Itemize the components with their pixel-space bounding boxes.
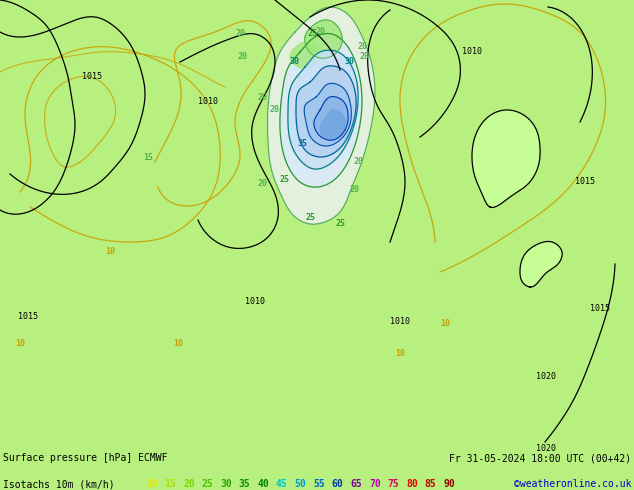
Text: 1015: 1015: [590, 304, 610, 313]
Text: 20: 20: [257, 179, 267, 189]
Text: Surface pressure [hPa] ECMWF: Surface pressure [hPa] ECMWF: [3, 453, 167, 463]
Text: 55: 55: [313, 479, 325, 489]
Text: 20: 20: [360, 52, 370, 62]
Text: Isotachs 10m (km/h): Isotachs 10m (km/h): [3, 479, 115, 489]
Polygon shape: [288, 50, 358, 169]
Polygon shape: [320, 110, 346, 139]
Polygon shape: [314, 97, 348, 140]
Text: 75: 75: [387, 479, 399, 489]
Text: 20: 20: [353, 157, 363, 167]
Text: 10: 10: [15, 340, 25, 348]
Text: 20: 20: [270, 105, 280, 115]
Text: 25: 25: [305, 213, 315, 221]
Text: 20: 20: [357, 43, 367, 51]
Text: 20: 20: [183, 479, 195, 489]
Text: 25: 25: [202, 479, 214, 489]
Text: 30: 30: [290, 57, 300, 67]
Text: ©weatheronline.co.uk: ©weatheronline.co.uk: [514, 479, 631, 489]
Text: 10: 10: [395, 349, 405, 359]
Text: 1015: 1015: [18, 312, 38, 321]
Text: 85: 85: [425, 479, 436, 489]
Text: 65: 65: [351, 479, 362, 489]
Text: 1010: 1010: [462, 47, 482, 56]
Text: 1020: 1020: [536, 372, 556, 381]
Polygon shape: [520, 242, 562, 287]
Text: 1010: 1010: [198, 97, 218, 106]
Text: 35: 35: [298, 140, 308, 148]
Text: 1020: 1020: [536, 444, 556, 453]
Text: 90: 90: [443, 479, 455, 489]
Polygon shape: [290, 42, 318, 68]
Text: 50: 50: [295, 479, 306, 489]
Text: 10: 10: [146, 479, 158, 489]
Polygon shape: [304, 83, 351, 146]
Text: 20: 20: [237, 52, 247, 62]
Text: 20: 20: [350, 186, 360, 195]
Text: 25: 25: [335, 220, 345, 228]
Text: 70: 70: [369, 479, 380, 489]
Polygon shape: [296, 66, 356, 157]
Text: 35: 35: [239, 479, 250, 489]
Text: 25: 25: [307, 29, 317, 39]
Text: 10: 10: [440, 319, 450, 328]
Text: 30: 30: [345, 57, 355, 67]
Text: 1015: 1015: [82, 72, 102, 81]
Text: 60: 60: [332, 479, 344, 489]
Text: 15: 15: [164, 479, 176, 489]
Text: 1010: 1010: [245, 297, 265, 306]
Text: 1010: 1010: [390, 317, 410, 326]
Polygon shape: [305, 20, 342, 58]
Text: Fr 31-05-2024 18:00 UTC (00+42): Fr 31-05-2024 18:00 UTC (00+42): [449, 453, 631, 463]
Text: 45: 45: [276, 479, 288, 489]
Text: 10: 10: [105, 247, 115, 256]
Text: 20: 20: [257, 93, 267, 101]
Text: 20: 20: [235, 29, 245, 39]
Text: 30: 30: [220, 479, 232, 489]
Text: 80: 80: [406, 479, 418, 489]
Polygon shape: [472, 110, 540, 207]
Text: 1015: 1015: [575, 177, 595, 186]
Polygon shape: [280, 33, 362, 187]
Text: 40: 40: [257, 479, 269, 489]
Text: 15: 15: [143, 152, 153, 162]
Text: 25: 25: [280, 175, 290, 185]
Polygon shape: [268, 7, 375, 224]
Text: 10: 10: [173, 340, 183, 348]
Text: 20: 20: [315, 27, 325, 36]
